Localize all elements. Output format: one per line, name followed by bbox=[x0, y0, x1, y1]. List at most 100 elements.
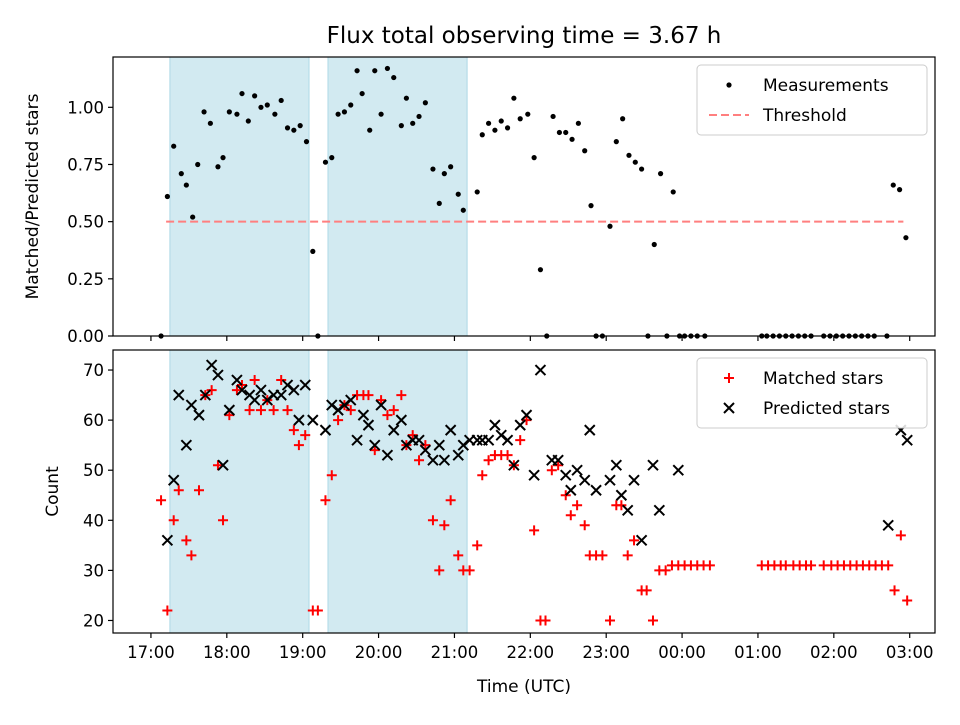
data-point bbox=[300, 430, 311, 441]
series-predicted-stars bbox=[161, 359, 913, 547]
data-point bbox=[407, 430, 418, 441]
data-point bbox=[168, 515, 179, 526]
data-point bbox=[553, 460, 564, 471]
data-point bbox=[403, 95, 409, 101]
data-point bbox=[565, 510, 576, 521]
data-point bbox=[199, 389, 212, 401]
legend-box bbox=[696, 64, 928, 136]
data-point bbox=[670, 189, 676, 195]
data-point bbox=[195, 161, 201, 168]
y-tick-label: 30 bbox=[83, 561, 104, 580]
data-point bbox=[354, 68, 360, 74]
shaded-interval bbox=[327, 349, 468, 634]
data-point bbox=[672, 464, 684, 476]
data-point bbox=[307, 414, 319, 426]
legend-marker bbox=[724, 373, 734, 383]
data-point bbox=[303, 139, 310, 145]
x-tick-label: 02:00 bbox=[810, 643, 858, 662]
data-point bbox=[890, 182, 896, 188]
data-point bbox=[183, 182, 189, 188]
data-point bbox=[502, 450, 513, 461]
data-point bbox=[382, 410, 393, 421]
legend-label: Matched stars bbox=[763, 369, 883, 389]
y-tick-label: 0.50 bbox=[67, 213, 104, 232]
data-point bbox=[579, 520, 590, 531]
data-point bbox=[322, 159, 329, 165]
data-point bbox=[660, 565, 671, 576]
y-tick-label: 0.75 bbox=[67, 155, 104, 174]
data-point bbox=[224, 410, 235, 421]
data-point bbox=[651, 241, 657, 248]
data-point bbox=[239, 90, 245, 97]
data-point bbox=[391, 74, 397, 81]
data-point bbox=[704, 560, 715, 571]
data-point bbox=[471, 434, 483, 446]
y-tick-label: 0.25 bbox=[67, 270, 104, 289]
data-point bbox=[351, 434, 363, 446]
data-point bbox=[647, 459, 659, 471]
series-matched-stars bbox=[156, 375, 913, 626]
data-point bbox=[610, 459, 623, 471]
data-point bbox=[632, 159, 638, 165]
chart-title: Flux total observing time = 3.67 h bbox=[327, 23, 722, 49]
bottom-panel: 20 30 40 50 60 70 17:00 18:00 19:00 20:00 21:00 22:… bbox=[43, 349, 936, 662]
data-point bbox=[236, 380, 247, 391]
y-tick-label: 0.00 bbox=[67, 327, 104, 346]
data-point bbox=[453, 550, 464, 561]
data-point bbox=[236, 384, 248, 396]
data-point bbox=[310, 248, 316, 254]
y-tick-label: 60 bbox=[83, 411, 104, 430]
data-point bbox=[156, 495, 167, 506]
data-point bbox=[501, 434, 514, 446]
x-axis-label: Time (UTC) bbox=[476, 677, 571, 697]
data-point bbox=[588, 203, 594, 209]
legend: Measurements Threshold bbox=[696, 64, 928, 136]
data-point bbox=[173, 485, 184, 496]
data-point bbox=[477, 470, 488, 481]
data-point bbox=[348, 102, 354, 108]
data-point bbox=[384, 65, 391, 72]
data-point bbox=[517, 116, 523, 122]
data-point bbox=[282, 405, 293, 416]
data-point bbox=[569, 136, 575, 142]
data-point bbox=[206, 385, 217, 396]
data-point bbox=[293, 414, 305, 426]
data-point bbox=[234, 111, 240, 117]
x-tick-label: 21:00 bbox=[431, 643, 479, 662]
data-point bbox=[520, 409, 533, 421]
data-point bbox=[388, 424, 400, 436]
data-point bbox=[226, 109, 232, 115]
data-point bbox=[464, 565, 475, 576]
data-point bbox=[427, 515, 438, 526]
data-point bbox=[215, 164, 221, 170]
data-point bbox=[326, 470, 337, 481]
data-point bbox=[483, 455, 494, 466]
data-point bbox=[381, 449, 394, 461]
data-point bbox=[582, 148, 588, 154]
data-point bbox=[420, 440, 431, 451]
y-tick-label: 40 bbox=[83, 511, 104, 530]
data-point bbox=[511, 95, 517, 101]
legend-marker bbox=[726, 82, 732, 88]
legend-marker bbox=[723, 402, 735, 414]
data-point bbox=[171, 143, 177, 149]
y-tick-label: 50 bbox=[83, 461, 104, 480]
y-axis-label: Count bbox=[43, 466, 63, 517]
data-point bbox=[345, 394, 357, 406]
data-point bbox=[375, 399, 387, 411]
data-point bbox=[563, 129, 569, 136]
data-point bbox=[320, 495, 331, 506]
data-point bbox=[657, 171, 664, 177]
data-point bbox=[438, 454, 451, 466]
data-point bbox=[639, 166, 645, 172]
data-point bbox=[534, 364, 547, 376]
axes-frame bbox=[112, 349, 936, 634]
data-point bbox=[571, 464, 583, 476]
data-point bbox=[284, 125, 291, 131]
data-point bbox=[178, 171, 184, 177]
data-point bbox=[173, 389, 185, 401]
data-point bbox=[258, 104, 264, 110]
data-point bbox=[521, 415, 532, 426]
data-point bbox=[883, 560, 894, 571]
data-point bbox=[244, 405, 255, 416]
